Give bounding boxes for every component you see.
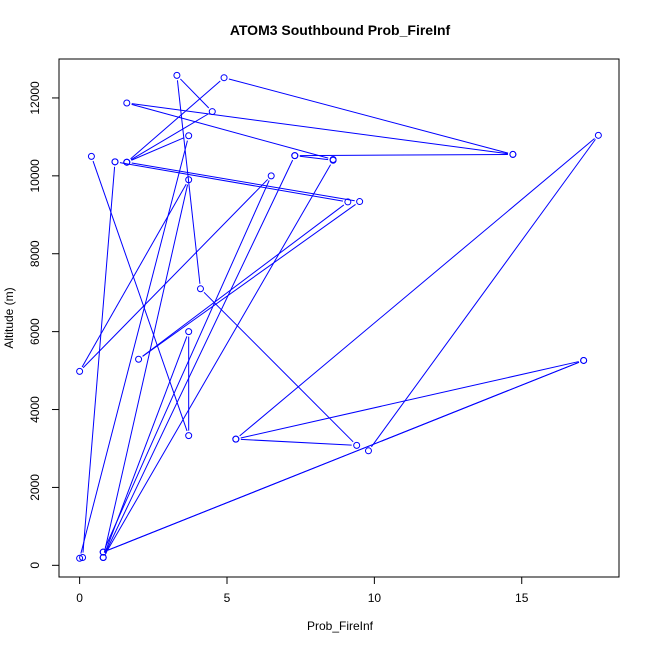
series-segment — [81, 183, 187, 368]
data-point — [594, 131, 602, 139]
data-point — [509, 150, 517, 158]
series-segment — [105, 164, 332, 554]
data-point — [344, 198, 352, 206]
series-segment — [142, 204, 356, 357]
series-segment — [240, 438, 352, 446]
series-segment — [119, 162, 343, 202]
data-point — [196, 285, 204, 293]
series-segment — [130, 80, 221, 160]
x-tick-label: 10 — [368, 591, 382, 605]
data-point — [87, 152, 95, 160]
series-segment — [104, 336, 188, 554]
series-segment — [92, 160, 188, 432]
data-point — [353, 441, 361, 449]
series-segment — [80, 140, 188, 554]
data-point — [111, 158, 119, 166]
series-segment — [131, 162, 355, 202]
series-segment — [371, 139, 596, 448]
x-axis-label: Prob_FireInf — [307, 619, 374, 633]
y-tick-label: 12000 — [28, 81, 42, 115]
y-tick-label: 0 — [28, 562, 42, 569]
data-point — [208, 108, 216, 116]
data-point — [232, 435, 240, 443]
data-point — [329, 155, 337, 163]
series-segment — [228, 78, 509, 154]
data-point — [185, 132, 193, 140]
data-point — [220, 74, 228, 82]
data-point — [291, 152, 299, 160]
series-lines — [80, 78, 596, 554]
series-segment — [239, 138, 595, 437]
series-segment — [240, 361, 579, 439]
chart-title: ATOM3 Southbound Prob_FireInf — [230, 22, 451, 38]
data-point — [173, 71, 181, 79]
plot-frame — [58, 58, 620, 578]
data-point — [76, 554, 84, 562]
y-tick-label: 6000 — [28, 318, 42, 345]
y-tick-label: 8000 — [28, 240, 42, 267]
series-segment — [107, 361, 580, 551]
data-point — [135, 355, 143, 363]
x-tick-label: 5 — [224, 591, 231, 605]
series-segment — [299, 153, 508, 157]
data-point — [99, 554, 107, 562]
series-segment — [131, 103, 329, 159]
data-point — [123, 158, 131, 166]
series-segment — [131, 137, 185, 161]
series-segment — [82, 166, 116, 553]
series-segment — [299, 155, 329, 161]
data-point — [76, 367, 84, 375]
series-segment — [142, 204, 345, 357]
y-axis-label: Altitude (m) — [2, 287, 16, 348]
data-point — [364, 447, 372, 455]
series-segment — [203, 291, 354, 443]
series-segment — [82, 179, 269, 369]
data-point — [185, 328, 193, 336]
data-point — [79, 554, 87, 562]
series-segment — [176, 80, 201, 284]
x-tick-label: 15 — [515, 591, 529, 605]
series-segment — [104, 180, 270, 548]
series-segment — [131, 103, 509, 155]
x-axis: 0 5 10 15 — [76, 576, 529, 605]
series-segment — [180, 78, 210, 109]
data-point — [99, 548, 107, 556]
series-segment — [104, 159, 294, 554]
data-point — [267, 172, 275, 180]
data-point — [580, 356, 588, 364]
y-tick-label: 10000 — [28, 159, 42, 193]
data-point — [356, 198, 364, 206]
data-point — [185, 432, 193, 440]
data-point — [123, 99, 131, 107]
series-segment — [130, 113, 209, 161]
series-points — [76, 71, 602, 562]
series-segment — [103, 184, 189, 553]
data-point — [185, 176, 193, 184]
y-axis: 0 2000 4000 6000 8000 10000 12000 — [28, 81, 60, 569]
x-tick-label: 0 — [76, 591, 83, 605]
y-tick-label: 2000 — [28, 474, 42, 501]
y-tick-label: 4000 — [28, 396, 42, 423]
